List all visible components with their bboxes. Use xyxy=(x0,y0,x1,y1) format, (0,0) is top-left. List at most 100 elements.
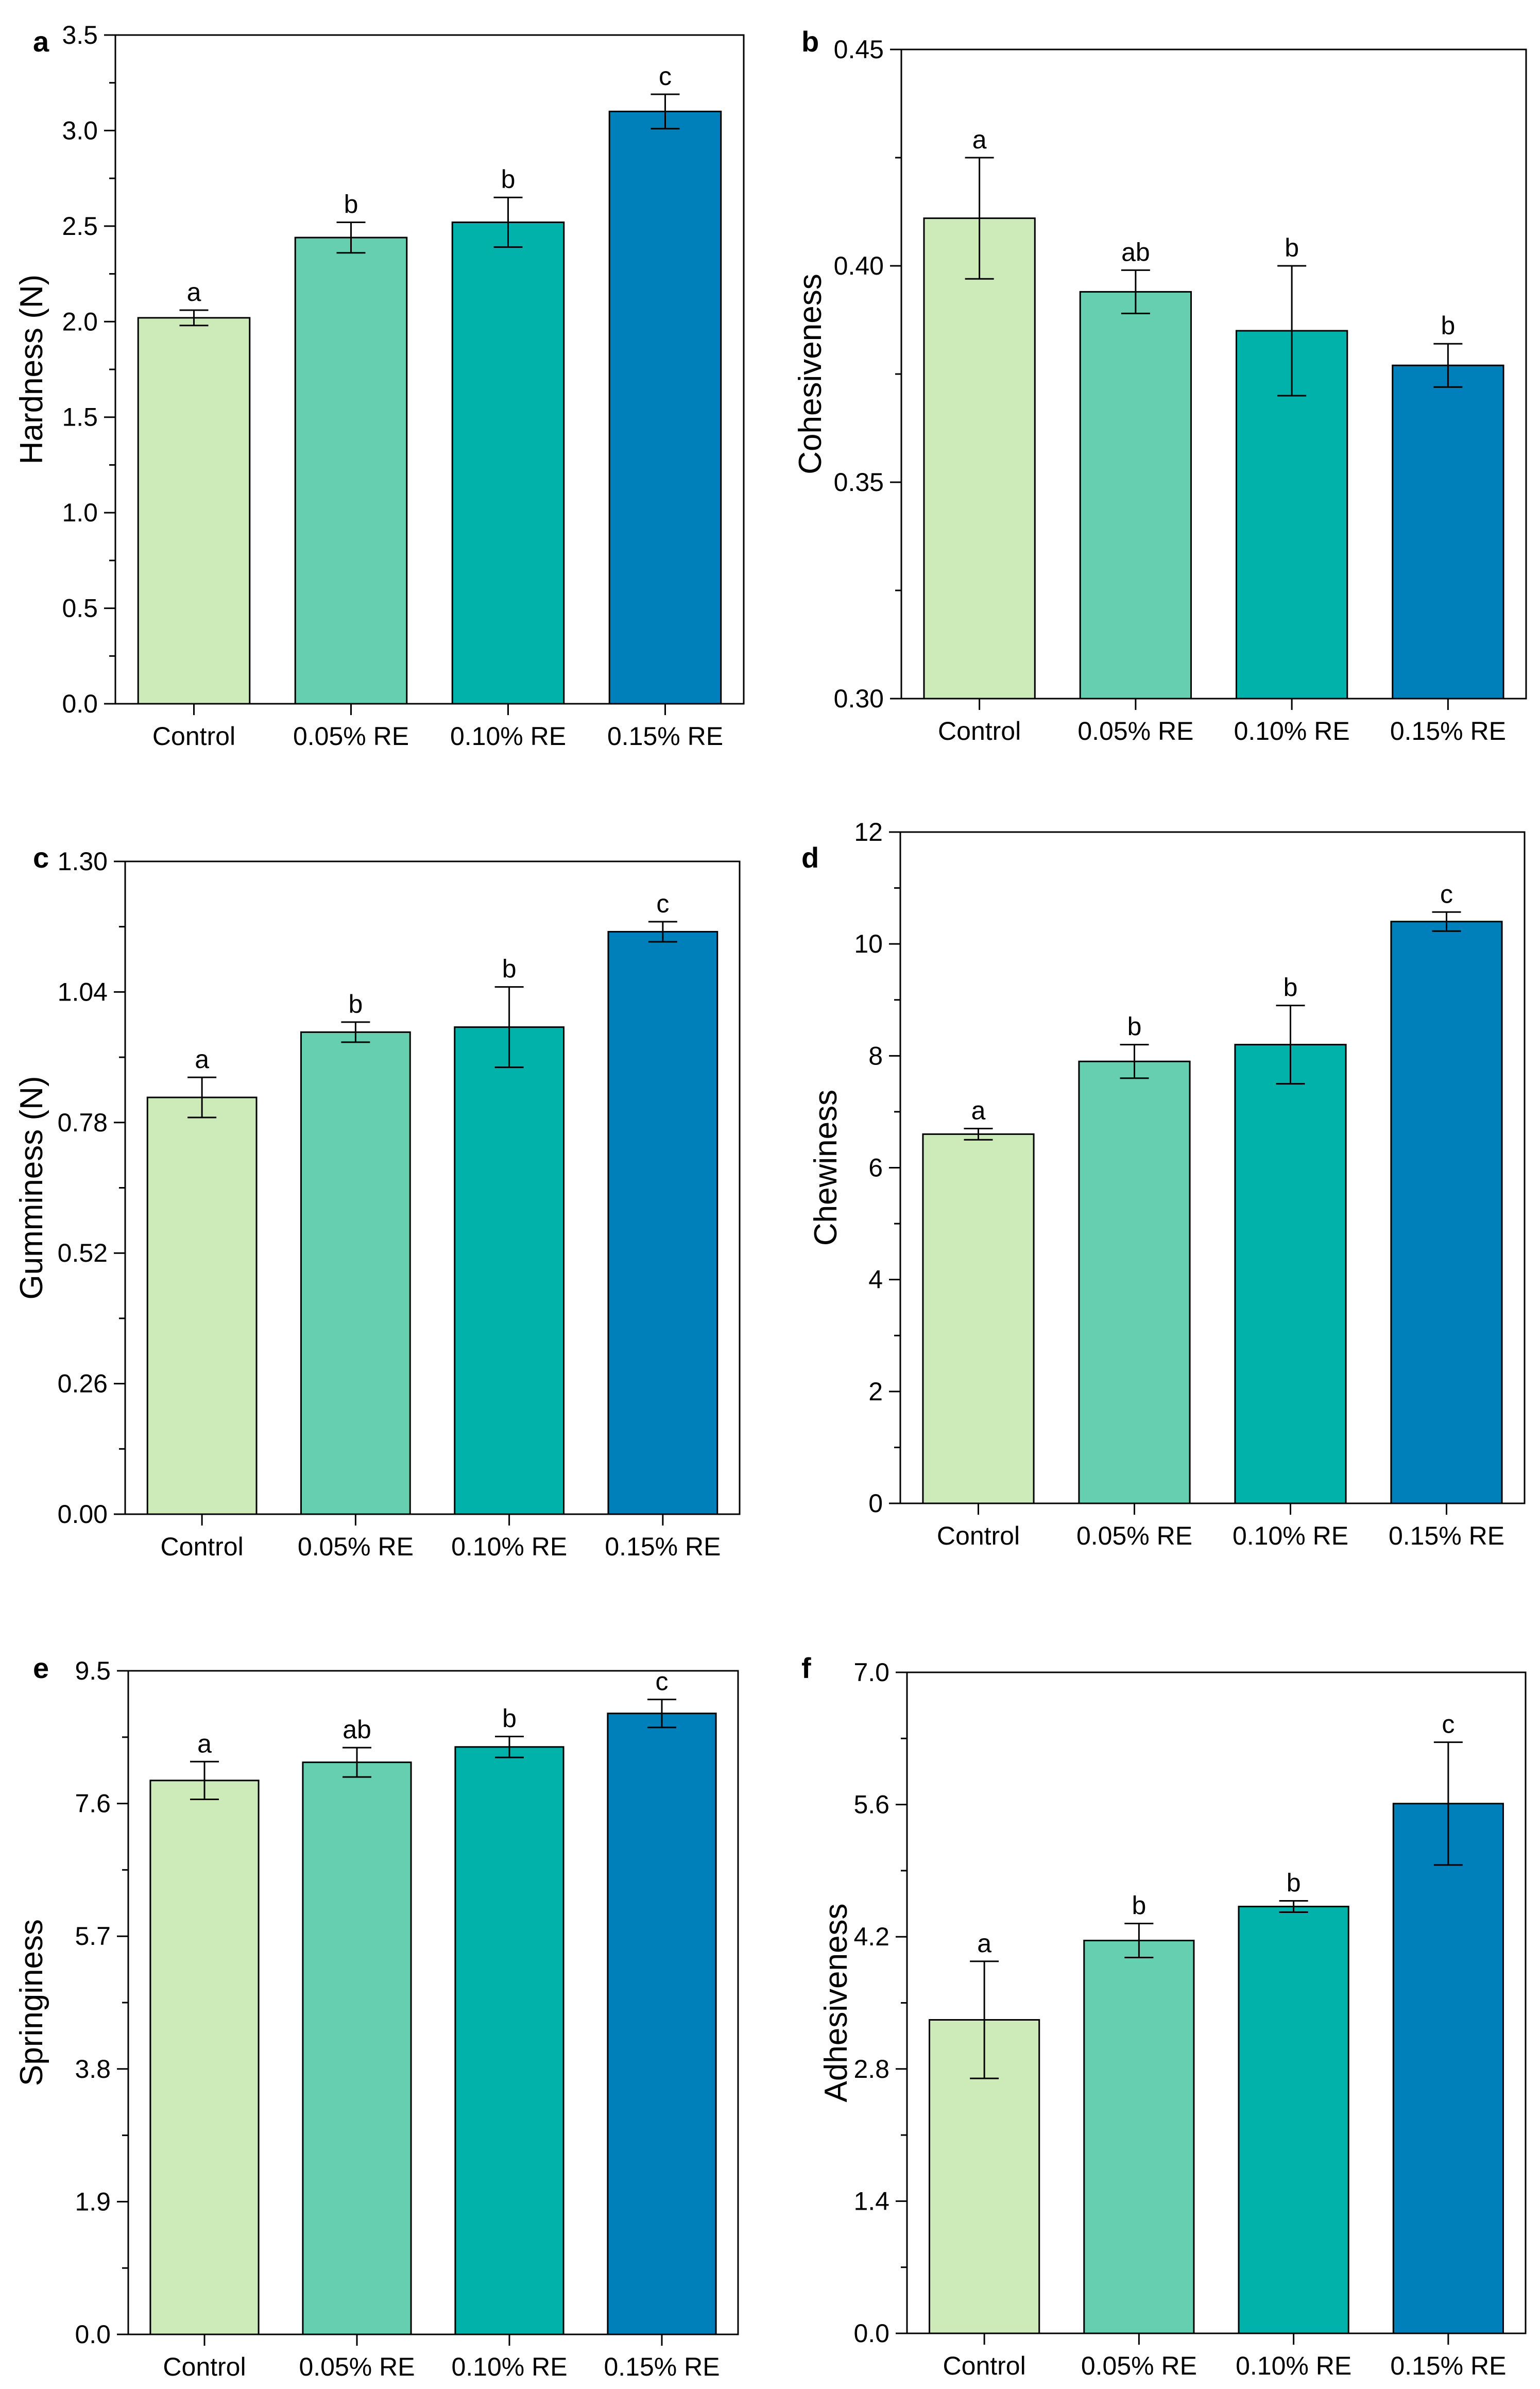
y-tick-label: 0.52 xyxy=(58,1239,108,1267)
y-axis-title: Springiness xyxy=(14,1919,49,2086)
y-tick-label: 3.0 xyxy=(62,116,98,145)
x-tick-label: 0.05% RE xyxy=(298,1532,414,1561)
bar-4 xyxy=(608,110,722,705)
significance-label: b xyxy=(502,1704,517,1733)
y-tick-label: 3.5 xyxy=(62,21,98,49)
bar-2 xyxy=(1083,1940,1195,2334)
panel-letter: a xyxy=(33,25,49,58)
bar-4 xyxy=(1390,921,1503,1504)
bar-1 xyxy=(149,1780,260,2335)
bar-2 xyxy=(1078,1060,1191,1504)
y-tick-label: 0.26 xyxy=(58,1369,108,1398)
panel-e: e 0.0 1.9 3.8 5.7 7.6 9.5 Springiness a Control ab… xyxy=(14,1652,739,2381)
bar-3 xyxy=(454,1026,565,1515)
bar-4 xyxy=(607,1713,717,2335)
y-axis-title: Chewiness xyxy=(808,1090,844,1246)
panel-letter: d xyxy=(801,841,819,874)
bar-2 xyxy=(294,236,408,705)
y-tick-label: 2.5 xyxy=(62,212,98,241)
bar-3 xyxy=(1238,1906,1349,2334)
y-tick-label: 0.00 xyxy=(58,1500,108,1529)
bar-1 xyxy=(137,317,251,705)
significance-label: a xyxy=(187,278,201,307)
panel-letter: b xyxy=(801,25,819,58)
y-tick-label: 2.0 xyxy=(62,307,98,336)
y-tick-label: 0.35 xyxy=(834,468,884,497)
y-tick-label: 7.0 xyxy=(853,1658,889,1687)
y-tick-label: 1.30 xyxy=(58,847,108,876)
bar-4 xyxy=(1392,364,1504,700)
bar-1 xyxy=(922,1133,1035,1504)
y-tick-label: 4 xyxy=(868,1265,883,1294)
x-tick-label: Control xyxy=(163,2352,246,2381)
significance-label: b xyxy=(348,990,363,1019)
x-tick-label: 0.05% RE xyxy=(299,2352,415,2381)
y-tick-label: 5.7 xyxy=(75,1922,111,1951)
x-tick-label: 0.15% RE xyxy=(1390,717,1506,745)
y-tick-label: 8 xyxy=(868,1041,883,1070)
bar-4 xyxy=(607,930,718,1515)
significance-label: b xyxy=(344,190,358,218)
significance-label: c xyxy=(656,889,669,918)
bar-3 xyxy=(1234,1044,1347,1504)
y-tick-label: 1.9 xyxy=(75,2187,111,2216)
bar-3 xyxy=(451,221,565,705)
x-tick-label: 0.10% RE xyxy=(1234,717,1350,745)
y-tick-label: 3.8 xyxy=(75,2055,111,2083)
panel-letter: f xyxy=(801,1652,811,1684)
panel-c: c 0.00 0.26 0.52 0.78 1.04 1.30 Gumminess (N) a C… xyxy=(14,841,741,1561)
significance-label: ab xyxy=(343,1715,371,1744)
y-tick-label: 0.0 xyxy=(853,2319,889,2348)
x-tick-label: Control xyxy=(938,717,1021,745)
x-tick-label: 0.05% RE xyxy=(1076,1521,1192,1550)
x-tick-label: 0.10% RE xyxy=(1233,1521,1348,1550)
bar-1 xyxy=(146,1096,258,1515)
significance-label: a xyxy=(195,1045,209,1074)
x-tick-label: 0.05% RE xyxy=(1077,717,1193,745)
significance-label: c xyxy=(1442,1710,1455,1739)
significance-label: c xyxy=(1440,879,1453,908)
x-tick-label: 0.15% RE xyxy=(1390,2351,1506,2380)
bar-2 xyxy=(300,1031,411,1515)
x-tick-label: 0.15% RE xyxy=(1389,1521,1504,1550)
y-axis-title: Gumminess (N) xyxy=(14,1076,49,1299)
panel-d: d 0 2 4 6 8 10 12 Chewiness a Control b 0.05% RE b 0.1… xyxy=(801,818,1526,1550)
significance-label: b xyxy=(1284,973,1298,1002)
y-tick-label: 0.30 xyxy=(834,684,884,713)
y-tick-label: 1.4 xyxy=(853,2187,889,2215)
x-tick-label: 0.10% RE xyxy=(451,1532,567,1561)
x-tick-label: 0.10% RE xyxy=(450,722,566,751)
x-tick-label: 0.15% RE xyxy=(604,2352,720,2381)
y-tick-label: 2 xyxy=(868,1377,883,1406)
significance-label: b xyxy=(502,955,517,984)
y-tick-label: 0.78 xyxy=(58,1108,108,1137)
bar-2 xyxy=(302,1761,412,2335)
y-tick-label: 0.45 xyxy=(834,35,884,64)
x-tick-label: Control xyxy=(161,1532,244,1561)
y-tick-label: 6 xyxy=(868,1154,883,1182)
y-tick-label: 0.0 xyxy=(75,2320,111,2349)
panel-b: b 0.30 0.35 0.40 0.45 Cohesiveness a Control ab 0… xyxy=(793,25,1527,745)
significance-label: a xyxy=(972,125,987,154)
y-tick-label: 5.6 xyxy=(853,1790,889,1819)
y-axis-title: Adhesiveness xyxy=(818,1903,854,2102)
bar-2 xyxy=(1079,291,1192,700)
y-tick-label: 1.0 xyxy=(62,498,98,527)
panel-a: a 0.0 0.5 1.0 1.5 2.0 2.5 3.0 3.5 Hardness (N) a Co… xyxy=(14,21,745,751)
significance-label: b xyxy=(1441,311,1455,340)
x-tick-label: Control xyxy=(937,1521,1020,1550)
y-tick-label: 1.04 xyxy=(58,977,108,1006)
y-tick-label: 12 xyxy=(854,818,883,846)
significance-label: c xyxy=(659,62,672,91)
panel-letter: e xyxy=(33,1652,49,1684)
bar-4 xyxy=(1392,1803,1504,2334)
significance-label: b xyxy=(501,165,516,194)
significance-label: b xyxy=(1287,1869,1301,1897)
y-tick-label: 2.8 xyxy=(853,2055,889,2083)
y-tick-label: 9.5 xyxy=(75,1656,111,1685)
y-tick-label: 1.5 xyxy=(62,403,98,432)
x-tick-label: Control xyxy=(943,2351,1026,2380)
bar-1 xyxy=(923,217,1036,700)
y-tick-label: 0.5 xyxy=(62,594,98,623)
